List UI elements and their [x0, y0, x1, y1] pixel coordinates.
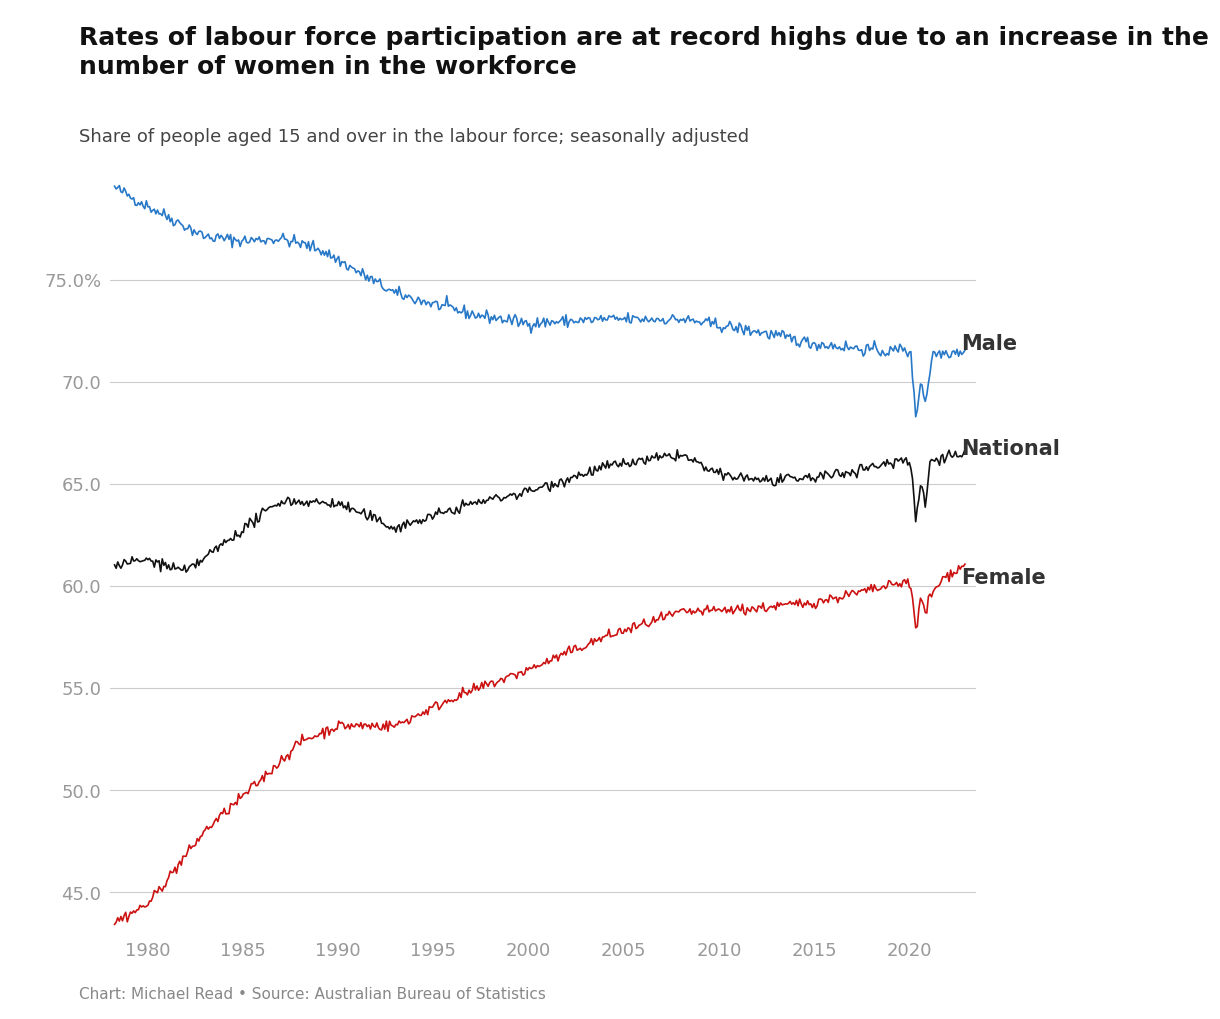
Text: Rates of labour force participation are at record highs due to an increase in th: Rates of labour force participation are … — [79, 25, 1209, 79]
Text: Male: Male — [961, 333, 1017, 354]
Text: Share of people aged 15 and over in the labour force; seasonally adjusted: Share of people aged 15 and over in the … — [79, 127, 749, 146]
Text: Female: Female — [961, 567, 1046, 587]
Text: Chart: Michael Read • Source: Australian Bureau of Statistics: Chart: Michael Read • Source: Australian… — [79, 985, 547, 1001]
Text: National: National — [961, 439, 1060, 459]
